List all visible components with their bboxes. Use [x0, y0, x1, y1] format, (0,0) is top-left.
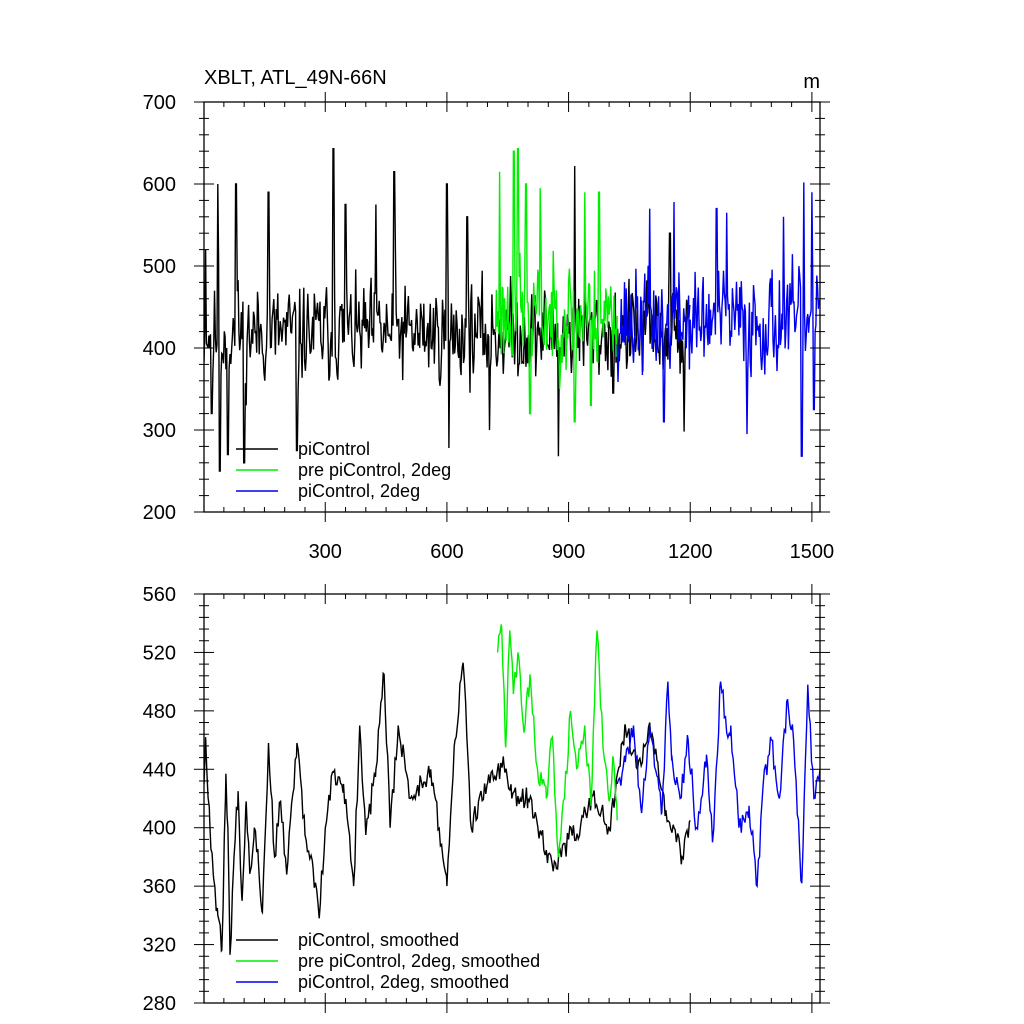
- ytick-label-1-6: 520: [143, 642, 176, 664]
- ytick-label-1-1: 320: [143, 935, 176, 957]
- top-title: XBLT, ATL_49N-66N: [204, 67, 387, 89]
- ytick-label-1-3: 400: [143, 818, 176, 840]
- ytick-label-1-4: 440: [143, 759, 176, 781]
- top-units: m: [803, 71, 820, 93]
- series-line-0-2: [616, 182, 820, 457]
- bottom-panel: 280 320 360 400 440 480 520 560 piControl, smoot…: [143, 584, 830, 1015]
- ytick-label-0-3: 500: [143, 256, 176, 278]
- plot-frame-0: [203, 101, 821, 513]
- series-line-0-1: [494, 148, 618, 423]
- xtick-label-0-3: 1200: [668, 541, 713, 563]
- xtick-label-0-0: 300: [309, 541, 342, 563]
- legend-label-0-0: piControl: [298, 439, 370, 459]
- ytick-label-1-0: 280: [143, 993, 176, 1015]
- legend-label-1-2: piControl, 2deg, smoothed: [298, 972, 509, 992]
- ytick-label-1-2: 360: [143, 876, 176, 898]
- series-line-1-0: [204, 662, 691, 955]
- series-line-1-2: [616, 681, 820, 889]
- xtick-label-0-4: 1500: [790, 541, 835, 563]
- series-line-1-1: [496, 624, 618, 857]
- ytick-label-0-4: 600: [143, 174, 176, 196]
- xtick-label-0-1: 600: [430, 541, 463, 563]
- top-panel: 200 300 400 500 600 700 300 600 900 1200 1500 piCon…: [143, 92, 835, 563]
- plot-frame-1: [203, 593, 821, 1004]
- ytick-label-1-7: 560: [143, 584, 176, 606]
- ytick-label-0-0: 200: [143, 502, 176, 524]
- ytick-label-1-5: 480: [143, 701, 176, 723]
- ytick-label-0-5: 700: [143, 92, 176, 114]
- xtick-label-0-2: 900: [552, 541, 585, 563]
- legend-label-0-2: piControl, 2deg: [298, 481, 420, 501]
- legend-label-0-1: pre piControl, 2deg: [298, 460, 451, 480]
- ytick-label-0-1: 300: [143, 420, 176, 442]
- series-line-0-0: [204, 148, 691, 472]
- ytick-label-0-2: 400: [143, 338, 176, 360]
- legend-label-1-1: pre piControl, 2deg, smoothed: [298, 951, 540, 971]
- legend-label-1-0: piControl, smoothed: [298, 930, 459, 950]
